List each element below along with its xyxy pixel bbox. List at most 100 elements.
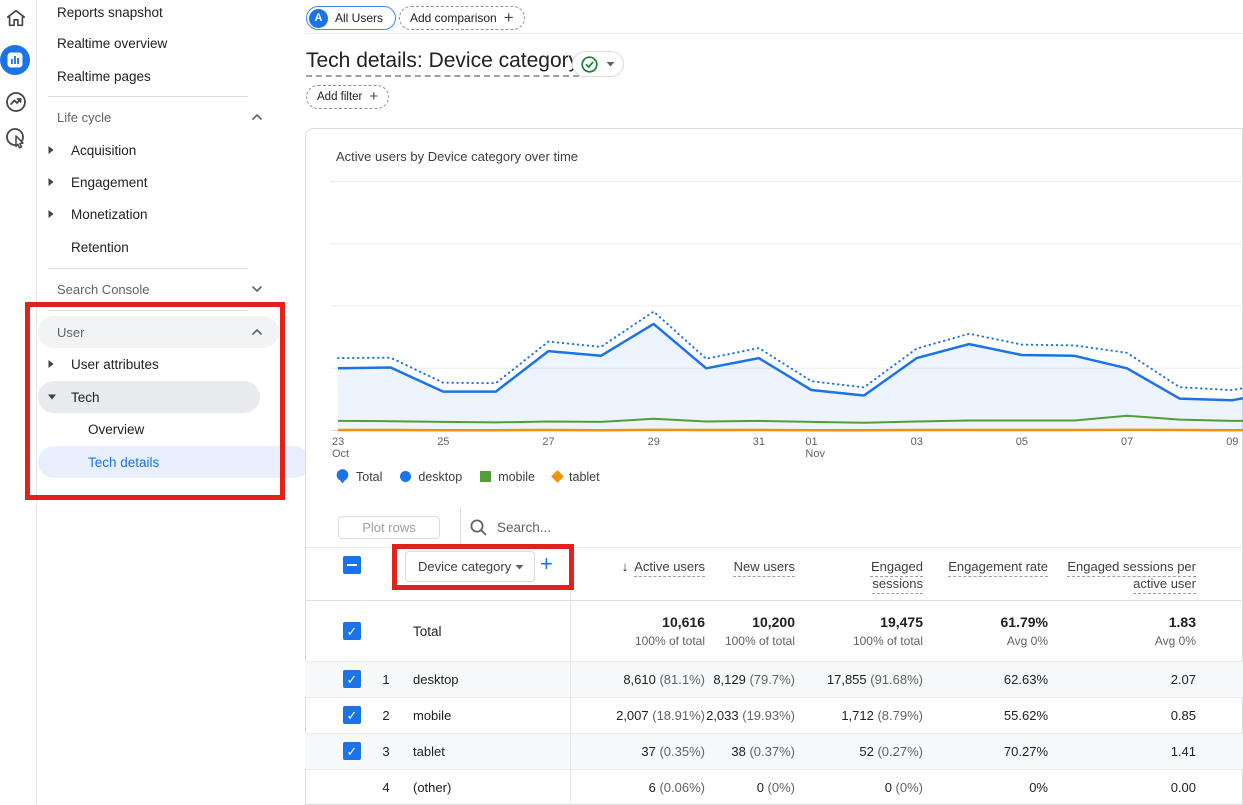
column-header-engaged-sessions-per-active-user[interactable]: Engaged sessions per active user [1056, 558, 1196, 592]
metric-total-value: 10,616 [662, 614, 705, 630]
x-axis-ticks: 23Oct2527293101Nov03050709 [330, 436, 1243, 462]
column-header-label: New users [734, 559, 795, 574]
column-header-label: Engaged sessions [871, 559, 923, 591]
sidebar-item-realtime-pages[interactable]: Realtime pages [38, 61, 279, 91]
row-checkbox[interactable]: ✓ [343, 742, 361, 760]
search-input[interactable]: Search... [497, 520, 551, 535]
sidebar-item-label: Realtime pages [57, 69, 151, 84]
row-dimension: desktop [413, 672, 459, 687]
metric-cell: 0 (0%) [885, 780, 923, 795]
sidebar-item-engagement[interactable]: Engagement [38, 167, 260, 197]
metric-cell: 2,007 (18.91%) [616, 708, 705, 723]
legend-item-mobile[interactable]: mobile [480, 470, 535, 484]
advertising-icon[interactable] [2, 124, 30, 152]
add-filter-button[interactable]: Add filter + [306, 85, 389, 109]
row-rank: 2 [375, 708, 397, 723]
legend-label: mobile [498, 470, 535, 484]
chart-svg[interactable] [330, 170, 1243, 432]
row-rank: 4 [375, 780, 397, 795]
row-border [306, 661, 1243, 662]
expand-right-icon[interactable] [47, 209, 55, 219]
comparison-label: All Users [335, 11, 383, 25]
total-pin-icon [336, 469, 349, 484]
column-header-engagement-rate[interactable]: Engagement rate [943, 558, 1048, 575]
plot-rows-button[interactable]: Plot rows [338, 516, 440, 539]
column-header-label: Engagement rate [948, 559, 1048, 574]
metric-cell: 38 (0.37%) [731, 744, 795, 759]
page-title-text: Tech details: Device category [306, 49, 579, 77]
table-row: ✓1desktop8,610 (81.1%)8,129 (79.7%)17,85… [305, 661, 1243, 697]
column-header-new-users[interactable]: New users [705, 558, 795, 575]
add-filter-label: Add filter [317, 91, 362, 103]
x-tick-label: 09 [1226, 436, 1238, 448]
home-icon[interactable] [2, 4, 30, 32]
explore-icon[interactable] [2, 88, 30, 116]
row-border [306, 733, 1243, 734]
metric-total-sub: 100% of total [853, 634, 923, 648]
comparison-avatar: A [309, 9, 328, 28]
row-checkbox[interactable]: ✓ [343, 622, 361, 640]
x-tick-label: 23Oct [332, 436, 349, 460]
reports-icon[interactable] [0, 45, 30, 75]
x-tick-label: 07 [1121, 436, 1133, 448]
metric-cell: 8,610 (81.1%) [623, 672, 705, 687]
legend-item-tablet[interactable]: tablet [553, 470, 600, 484]
row-dimension: mobile [413, 708, 451, 723]
chart-legend: Total desktop mobile tablet [336, 469, 600, 484]
legend-item-total[interactable]: Total [336, 469, 382, 484]
row-dimension: (other) [413, 780, 451, 795]
column-header-active-users[interactable]: ↓Active users [585, 558, 705, 575]
sidebar-item-realtime-overview[interactable]: Realtime overview [38, 28, 279, 58]
metric-cell: 37 (0.35%) [641, 744, 705, 759]
metric-total-value: 1.83 [1169, 614, 1196, 630]
annotation-box-user-section [25, 302, 285, 500]
table-total-row: ✓Total10,616100% of total10,200100% of t… [305, 600, 1243, 661]
legend-label: Total [356, 470, 382, 484]
x-tick-label: 01Nov [805, 436, 825, 460]
metric-cell: 62.63% [1004, 672, 1048, 687]
table-row: 4(other)6 (0.06%)0 (0%)0 (0%)0%0.00 [305, 769, 1243, 805]
plus-icon: + [504, 9, 514, 26]
x-tick-label: 29 [648, 436, 660, 448]
expand-right-icon[interactable] [47, 145, 55, 155]
all-users-comparison-pill[interactable]: A All Users [306, 6, 396, 30]
report-status-dropdown[interactable] [572, 51, 624, 77]
add-comparison-label: Add comparison [410, 11, 497, 25]
legend-label: tablet [569, 470, 600, 484]
select-all-checkbox[interactable] [343, 556, 361, 574]
x-tick-label: 31 [753, 436, 765, 448]
sidebar-item-reports-snapshot[interactable]: Reports snapshot [38, 0, 279, 27]
sidebar-item-monetization[interactable]: Monetization [38, 199, 260, 229]
section-label: Life cycle [57, 110, 111, 125]
x-tick-label: 05 [1016, 436, 1028, 448]
metric-total-sub: Avg 0% [1007, 634, 1048, 648]
search-icon [469, 518, 488, 542]
row-rank: 3 [375, 744, 397, 759]
section-label: Search Console [57, 282, 150, 297]
row-border [306, 769, 1243, 770]
metric-total-value: 61.79% [1001, 614, 1048, 630]
sidebar-item-acquisition[interactable]: Acquisition [38, 135, 260, 165]
x-tick-label: 25 [437, 436, 449, 448]
row-border [306, 697, 1243, 698]
sidebar-section-search-console[interactable]: Search Console [38, 274, 279, 304]
expand-right-icon[interactable] [47, 177, 55, 187]
page-title[interactable]: Tech details: Device category [306, 49, 579, 73]
table-row: ✓3tablet37 (0.35%)38 (0.37%)52 (0.27%)70… [305, 733, 1243, 769]
desktop-circle-icon [400, 471, 411, 482]
column-header-engaged-sessions[interactable]: Engaged sessions [828, 558, 923, 592]
sidebar-divider [48, 96, 248, 97]
row-checkbox[interactable]: ✓ [343, 670, 361, 688]
metric-cell: 2.07 [1171, 672, 1196, 687]
check-circle-icon [581, 56, 598, 73]
sidebar-item-retention[interactable]: Retention [38, 232, 260, 262]
row-checkbox[interactable]: ✓ [343, 706, 361, 724]
metric-total-sub: 100% of total [635, 634, 705, 648]
sidebar-section-life-cycle[interactable]: Life cycle [38, 102, 279, 132]
add-comparison-button[interactable]: Add comparison + [399, 6, 525, 30]
legend-item-desktop[interactable]: desktop [400, 470, 462, 484]
metric-total-value: 10,200 [752, 614, 795, 630]
metric-cell: 0.85 [1171, 708, 1196, 723]
mobile-square-icon [480, 471, 491, 482]
metric-cell: 1.41 [1171, 744, 1196, 759]
